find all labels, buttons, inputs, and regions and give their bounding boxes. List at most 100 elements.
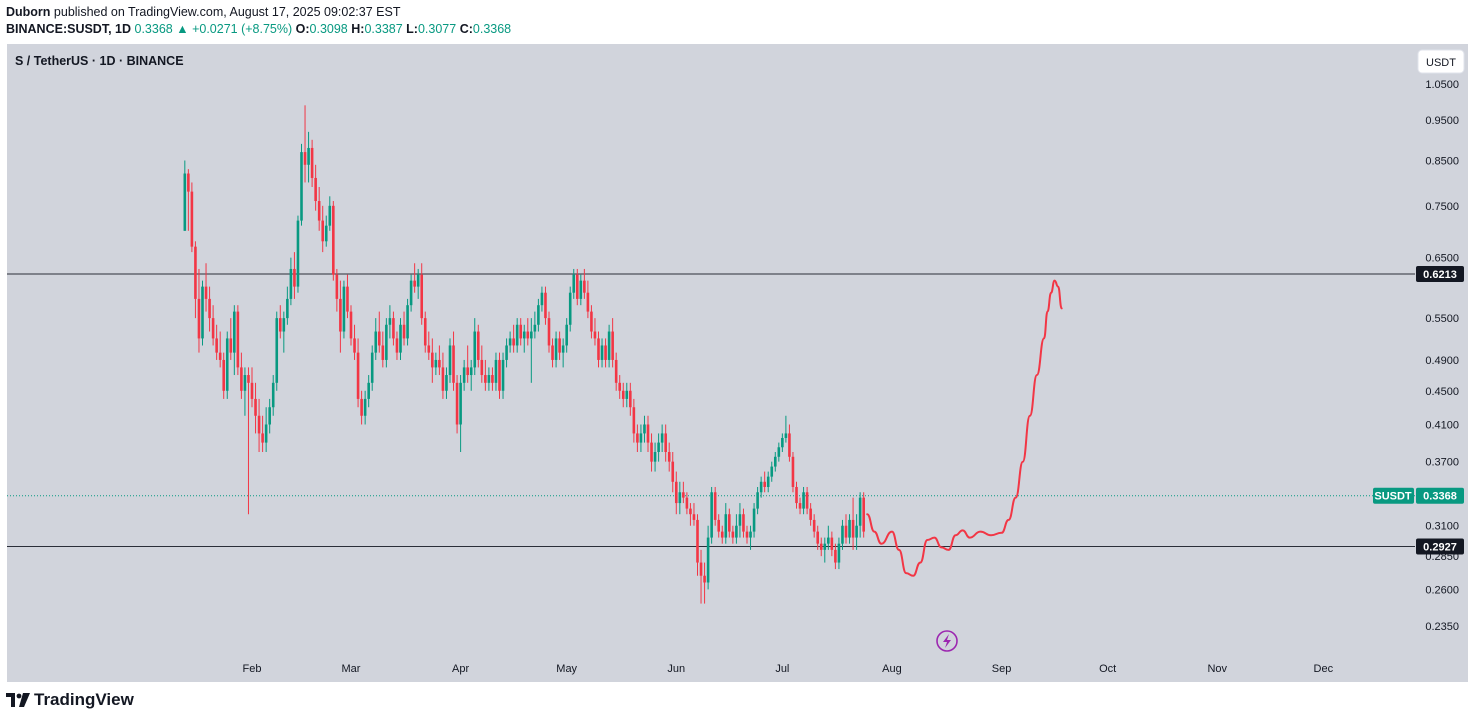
candle-body bbox=[300, 152, 303, 221]
candle-body bbox=[547, 318, 551, 346]
currency-button[interactable]: USDT bbox=[1417, 49, 1465, 74]
time-axis[interactable]: Feb Mar Apr May Jun Jul Aug Sep Oct Nov Dec bbox=[243, 663, 1334, 675]
candle-body bbox=[293, 268, 296, 287]
candle-body bbox=[667, 451, 671, 462]
candle-body bbox=[342, 286, 346, 332]
candle-body bbox=[491, 375, 494, 383]
candle-body bbox=[745, 531, 749, 538]
candle-body bbox=[837, 543, 841, 563]
x-tick-label: Oct bbox=[1099, 663, 1116, 675]
candle-body bbox=[858, 497, 862, 526]
candle-body bbox=[791, 456, 795, 487]
y-tick-label: 0.6500 bbox=[1425, 253, 1459, 265]
x-tick-label: Jun bbox=[667, 663, 685, 675]
candle-body bbox=[445, 375, 448, 391]
candle-body bbox=[353, 338, 356, 353]
price-chart[interactable]: S / TetherUS · 1D · BINANCE USDT 0.62130… bbox=[7, 44, 1468, 682]
candlestick-series bbox=[183, 105, 865, 604]
candle-body bbox=[406, 305, 409, 339]
candle-body bbox=[395, 338, 399, 353]
tradingview-logo-icon bbox=[6, 693, 30, 707]
candle-body bbox=[303, 152, 307, 165]
author-name[interactable]: Duborn bbox=[6, 5, 51, 19]
candle-body bbox=[268, 407, 271, 425]
candle-body bbox=[229, 338, 233, 353]
y-tick-label: 0.2350 bbox=[1425, 621, 1459, 633]
candle-body bbox=[710, 492, 713, 538]
candle-body bbox=[367, 382, 370, 399]
level-price-tag bbox=[1416, 538, 1464, 555]
projection-drawing[interactable] bbox=[866, 279, 1063, 577]
candle-body bbox=[201, 286, 204, 339]
x-tick-label: Dec bbox=[1314, 663, 1334, 675]
candle-body bbox=[236, 311, 240, 368]
tradingview-logo[interactable]: TradingView bbox=[6, 690, 134, 710]
currency-button-label: USDT bbox=[1426, 57, 1456, 69]
candle-body bbox=[519, 324, 523, 339]
candle-body bbox=[699, 562, 703, 576]
candle-body bbox=[515, 324, 519, 346]
candle-body bbox=[621, 390, 625, 399]
candle-body bbox=[706, 537, 710, 583]
candle-body bbox=[735, 525, 738, 538]
candle-body bbox=[402, 324, 406, 339]
candle-body bbox=[211, 318, 215, 339]
candle-body bbox=[632, 407, 636, 434]
candle-body bbox=[583, 280, 586, 293]
candle-body bbox=[476, 331, 480, 360]
candle-body bbox=[335, 274, 339, 299]
candle-body bbox=[512, 338, 515, 346]
candle-body bbox=[604, 345, 607, 360]
candle-body bbox=[568, 292, 572, 325]
low-label: L: bbox=[406, 22, 418, 36]
candle-body bbox=[374, 331, 378, 353]
chart-title: S / TetherUS · 1D · BINANCE bbox=[15, 54, 184, 68]
candle-body bbox=[561, 345, 565, 353]
candle-body bbox=[781, 437, 784, 448]
tradingview-logo-text: TradingView bbox=[34, 690, 134, 709]
candle-body bbox=[759, 481, 763, 493]
candle-body bbox=[819, 543, 823, 550]
price-axis[interactable]: 1.0500 0.9500 0.8500 0.7500 0.6500 0.5500 0.49… bbox=[1373, 79, 1464, 633]
y-tick-label: 0.3100 bbox=[1425, 521, 1459, 533]
y-tick-label: 0.4500 bbox=[1425, 386, 1459, 398]
candle-body bbox=[682, 492, 685, 498]
candle-body bbox=[618, 382, 622, 391]
candle-body bbox=[487, 375, 491, 383]
candle-body bbox=[643, 424, 646, 434]
candle-body bbox=[855, 525, 858, 538]
candle-body bbox=[346, 286, 349, 312]
candle-body bbox=[469, 367, 473, 376]
candle-body bbox=[225, 338, 229, 391]
candle-body bbox=[696, 519, 699, 563]
candle-body bbox=[544, 292, 547, 319]
candle-body bbox=[650, 442, 653, 462]
last-price: 0.3368 bbox=[134, 22, 173, 36]
y-tick-label: 1.0500 bbox=[1425, 79, 1459, 91]
candle-body bbox=[473, 331, 477, 368]
candle-body bbox=[572, 274, 576, 293]
publication-line: Duborn published on TradingView.com, Aug… bbox=[6, 4, 511, 21]
price-change: ▲ +0.0271 (+8.75%) bbox=[176, 22, 293, 36]
candle-body bbox=[480, 359, 484, 376]
high-value: 0.3387 bbox=[364, 22, 403, 36]
candle-body bbox=[427, 345, 431, 353]
level-price-label: 0.2927 bbox=[1423, 542, 1457, 554]
open-label: O: bbox=[295, 22, 310, 36]
candle-body bbox=[498, 359, 501, 391]
candle-body bbox=[250, 382, 254, 399]
x-tick-label: Sep bbox=[992, 663, 1012, 675]
candle-body bbox=[530, 331, 533, 339]
candle-body bbox=[579, 280, 583, 299]
last-price-tag bbox=[1416, 487, 1464, 504]
plot-background bbox=[7, 44, 1468, 682]
candle-body bbox=[360, 398, 363, 416]
candle-body bbox=[728, 514, 731, 532]
candle-body bbox=[508, 338, 512, 346]
x-tick-label: May bbox=[556, 663, 577, 675]
candle-body bbox=[484, 375, 487, 383]
flash-icon[interactable] bbox=[936, 630, 958, 652]
candle-body bbox=[773, 456, 777, 467]
candle-body bbox=[187, 173, 190, 192]
candle-body bbox=[363, 398, 367, 416]
